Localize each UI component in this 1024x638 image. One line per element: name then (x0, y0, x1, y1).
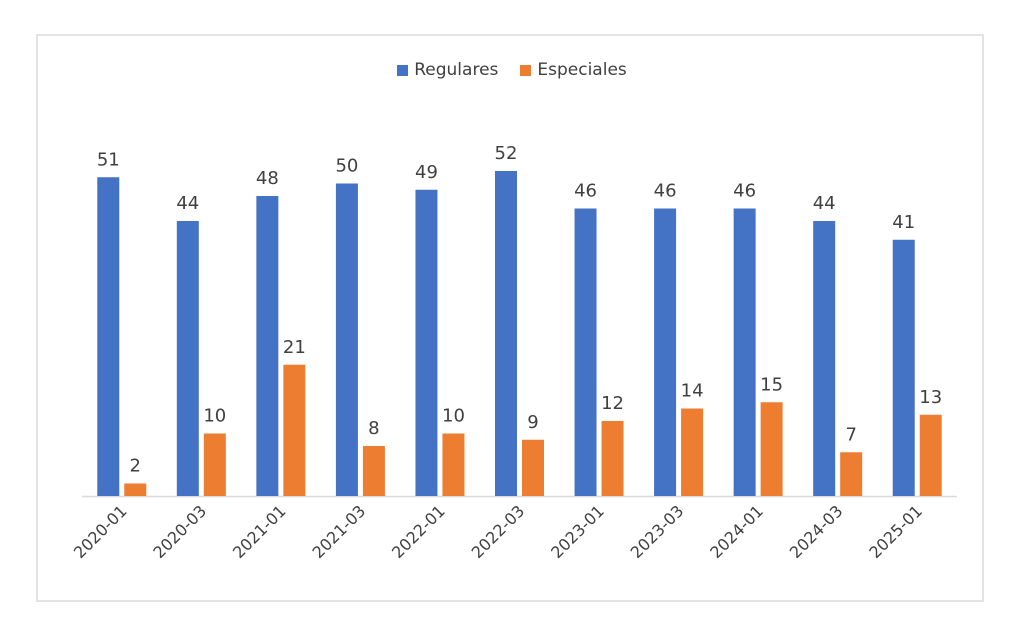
legend-item-regulares: Regulares (397, 60, 498, 80)
data-label-especiales-2021-03: 8 (368, 418, 379, 439)
bar-especiales-2022-01 (442, 433, 465, 496)
bar-especiales-2022-03 (522, 439, 544, 496)
data-label-regulares-2023-01: 46 (574, 181, 597, 202)
data-label-especiales-2022-03: 9 (527, 412, 538, 433)
bar-especiales-2024-03 (840, 452, 863, 496)
bar-especiales-2021-01 (283, 364, 306, 496)
data-label-regulares-2024-01: 46 (733, 181, 756, 202)
x-tick-label: 2024-01 (706, 501, 767, 562)
bar-regulares-2020-03 (176, 221, 199, 496)
bar-regulares-2020-01 (97, 177, 120, 496)
x-tick-label: 2023-01 (547, 501, 608, 562)
data-label-especiales-2023-01: 12 (601, 393, 624, 414)
legend-label-especiales: Especiales (537, 60, 627, 80)
bar-especiales-2025-01 (919, 414, 942, 496)
legend-item-especiales: Especiales (520, 60, 627, 80)
bar-regulares-2021-03 (335, 183, 358, 496)
bar-regulares-2022-03 (495, 171, 517, 496)
x-tick-label: 2020-03 (149, 501, 210, 562)
bar-especiales-2024-01 (760, 402, 783, 496)
data-label-regulares-2024-03: 44 (813, 193, 836, 214)
data-label-regulares-2020-01: 51 (97, 149, 120, 170)
data-label-regulares-2023-03: 46 (654, 181, 677, 202)
bar-especiales-2020-03 (203, 433, 226, 496)
data-label-regulares-2020-03: 44 (176, 193, 199, 214)
data-label-regulares-2022-01: 49 (415, 162, 438, 183)
data-label-especiales-2024-01: 15 (760, 374, 783, 395)
data-label-especiales-2025-01: 13 (919, 387, 942, 408)
legend-swatch-regulares (397, 64, 409, 76)
x-tick-label: 2022-01 (388, 501, 449, 562)
data-label-especiales-2024-03: 7 (845, 424, 856, 445)
x-tick-label: 2021-01 (229, 501, 290, 562)
data-label-regulares-2022-03: 52 (495, 143, 518, 164)
x-tick-label: 2025-01 (865, 501, 926, 562)
data-label-regulares-2021-03: 50 (335, 156, 358, 177)
legend-swatch-especiales (520, 64, 532, 76)
bar-regulares-2025-01 (892, 239, 915, 496)
x-tick-label: 2020-01 (70, 501, 131, 562)
legend: Regulares Especiales (0, 60, 1024, 80)
bar-regulares-2024-01 (733, 208, 756, 496)
bar-regulares-2021-01 (256, 196, 279, 496)
bar-regulares-2024-03 (813, 221, 836, 496)
bar-especiales-2023-01 (601, 421, 624, 496)
data-label-especiales-2022-01: 10 (442, 406, 465, 427)
bar-regulares-2022-01 (415, 189, 438, 496)
data-label-regulares-2025-01: 41 (892, 212, 915, 233)
data-label-especiales-2021-01: 21 (283, 337, 306, 358)
x-tick-label: 2021-03 (309, 501, 370, 562)
bar-especiales-2020-01 (124, 483, 147, 496)
bar-regulares-2023-01 (574, 208, 597, 496)
data-label-especiales-2020-01: 2 (130, 456, 141, 477)
data-label-especiales-2023-03: 14 (681, 381, 704, 402)
legend-label-regulares: Regulares (414, 60, 499, 80)
x-tick-label: 2022-03 (468, 501, 529, 562)
data-label-regulares-2021-01: 48 (256, 168, 279, 189)
bar-regulares-2023-03 (654, 208, 677, 496)
bar-especiales-2021-03 (362, 446, 385, 496)
bar-especiales-2023-03 (681, 408, 704, 496)
x-tick-label: 2024-03 (786, 501, 847, 562)
data-label-especiales-2020-03: 10 (203, 406, 226, 427)
x-tick-label: 2023-03 (627, 501, 688, 562)
